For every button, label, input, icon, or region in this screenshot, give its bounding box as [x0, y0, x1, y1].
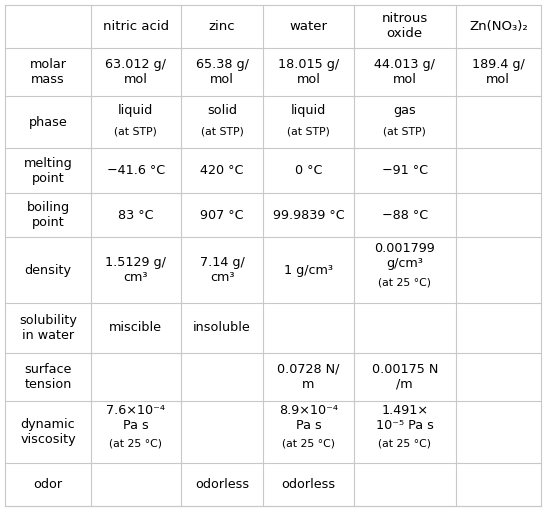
Text: 1.491×
10⁻⁵ Pa s: 1.491× 10⁻⁵ Pa s [376, 404, 434, 432]
Text: insoluble: insoluble [193, 321, 251, 334]
Text: nitrous
oxide: nitrous oxide [382, 12, 428, 40]
Text: odorless: odorless [281, 478, 335, 491]
Text: 420 °C: 420 °C [200, 164, 244, 177]
Text: (at STP): (at STP) [200, 127, 244, 137]
Text: 1.5129 g/
cm³: 1.5129 g/ cm³ [105, 256, 166, 284]
Text: solid: solid [207, 104, 237, 117]
Text: −88 °C: −88 °C [382, 208, 428, 222]
Text: (at 25 °C): (at 25 °C) [109, 439, 162, 449]
Text: 0.0728 N/
m: 0.0728 N/ m [277, 363, 340, 391]
Text: (at 25 °C): (at 25 °C) [378, 439, 431, 449]
Text: 1 g/cm³: 1 g/cm³ [284, 264, 333, 276]
Text: 44.013 g/
mol: 44.013 g/ mol [375, 58, 435, 86]
Text: 83 °C: 83 °C [118, 208, 153, 222]
Text: (at 25 °C): (at 25 °C) [282, 439, 335, 449]
Text: 907 °C: 907 °C [200, 208, 244, 222]
Text: (at STP): (at STP) [287, 127, 330, 137]
Text: 189.4 g/
mol: 189.4 g/ mol [472, 58, 525, 86]
Text: solubility
in water: solubility in water [19, 314, 77, 342]
Text: (at STP): (at STP) [114, 127, 157, 137]
Text: 8.9×10⁻⁴
Pa s: 8.9×10⁻⁴ Pa s [279, 404, 338, 432]
Text: 63.012 g/
mol: 63.012 g/ mol [105, 58, 166, 86]
Text: odorless: odorless [195, 478, 249, 491]
Text: liquid: liquid [118, 104, 153, 117]
Text: phase: phase [28, 115, 67, 129]
Text: −91 °C: −91 °C [382, 164, 428, 177]
Text: 0 °C: 0 °C [295, 164, 322, 177]
Text: liquid: liquid [291, 104, 326, 117]
Text: 0.00175 N
/m: 0.00175 N /m [372, 363, 438, 391]
Text: 7.6×10⁻⁴
Pa s: 7.6×10⁻⁴ Pa s [106, 404, 165, 432]
Text: −41.6 °C: −41.6 °C [106, 164, 165, 177]
Text: odor: odor [33, 478, 63, 491]
Text: 18.015 g/
mol: 18.015 g/ mol [278, 58, 339, 86]
Text: nitric acid: nitric acid [103, 20, 169, 33]
Text: 99.9839 °C: 99.9839 °C [272, 208, 345, 222]
Text: 0.001799
g/cm³: 0.001799 g/cm³ [375, 242, 435, 270]
Text: miscible: miscible [109, 321, 162, 334]
Text: Zn(NO₃)₂: Zn(NO₃)₂ [469, 20, 527, 33]
Text: surface
tension: surface tension [25, 363, 72, 391]
Text: gas: gas [393, 104, 416, 117]
Text: (at STP): (at STP) [383, 127, 426, 137]
Text: (at 25 °C): (at 25 °C) [378, 277, 431, 287]
Text: boiling
point: boiling point [26, 201, 69, 229]
Text: 7.14 g/
cm³: 7.14 g/ cm³ [200, 256, 245, 284]
Text: dynamic
viscosity: dynamic viscosity [20, 418, 76, 446]
Text: zinc: zinc [209, 20, 235, 33]
Text: water: water [289, 20, 328, 33]
Text: 65.38 g/
mol: 65.38 g/ mol [195, 58, 248, 86]
Text: density: density [25, 264, 72, 276]
Text: molar
mass: molar mass [29, 58, 67, 86]
Text: melting
point: melting point [23, 156, 73, 184]
